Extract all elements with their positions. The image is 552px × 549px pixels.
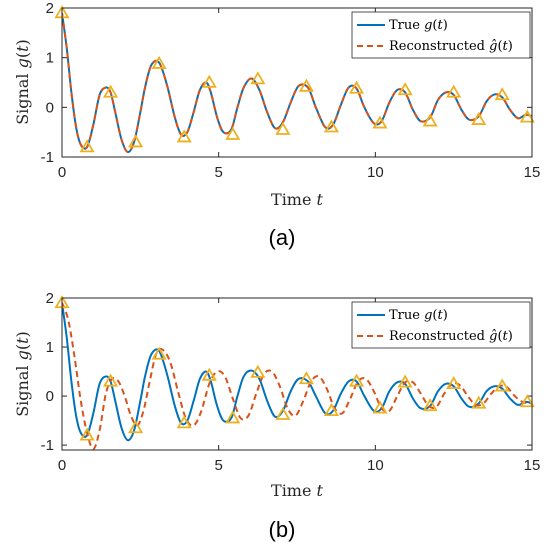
legend-label-true: True g(t) [389, 18, 448, 33]
sample-marker [446, 84, 462, 98]
sample-marker [103, 84, 119, 98]
sample-marker [397, 82, 413, 96]
sample-marker [176, 415, 192, 429]
sample-marker [422, 398, 438, 412]
sample-marker [225, 410, 241, 424]
legend-label-true: True g(t) [389, 308, 448, 323]
sample-marker [151, 346, 167, 360]
legend-label-reconstructed: Reconstructed ĝ(t) [389, 329, 513, 344]
y-tick-label: 2 [46, 0, 54, 17]
sample-marker [348, 373, 365, 387]
x-tick-label: 0 [58, 164, 66, 181]
sample-marker [225, 126, 241, 140]
sample-marker [494, 378, 510, 392]
sample-marker [298, 371, 314, 385]
x-axis-label: Time t [271, 481, 324, 500]
sample-marker [103, 373, 119, 387]
sample-marker [471, 395, 487, 409]
x-tick-label: 15 [524, 164, 541, 181]
sample-marker [128, 134, 144, 148]
y-axis-label: Signal g(t) [13, 39, 32, 125]
sample-marker [446, 376, 462, 390]
sample-marker [79, 139, 95, 153]
y-tick-label: 2 [46, 290, 54, 307]
sample-marker [397, 374, 413, 388]
panel-caption: (b) [269, 517, 296, 542]
legend-box [351, 301, 531, 349]
sample-marker [372, 400, 388, 414]
sample-marker [323, 402, 340, 416]
legend: True g(t) Reconstructed ĝ(t) [351, 11, 531, 59]
sample-marker [298, 78, 314, 92]
sample-marker [201, 74, 217, 88]
x-tick-label: 5 [214, 457, 222, 474]
x-tick-label: 5 [214, 164, 222, 181]
legend-label-reconstructed: Reconstructed ĝ(t) [389, 39, 513, 54]
x-tick-label: 10 [367, 457, 384, 474]
x-tick-label: 15 [524, 457, 541, 474]
sample-marker [348, 80, 365, 94]
x-tick-label: 10 [367, 164, 384, 181]
sample-marker [519, 394, 535, 408]
sample-marker [372, 115, 388, 129]
sample-marker [275, 406, 291, 420]
sample-marker [176, 129, 192, 143]
sample-marker [250, 364, 266, 378]
sample-marker [494, 87, 510, 101]
sample-marker [422, 113, 438, 127]
sample-marker [323, 119, 340, 133]
sample-marker [275, 121, 291, 135]
axes-box [61, 297, 533, 451]
sample-marker [128, 420, 144, 434]
series-line-reconstructed [62, 12, 532, 154]
y-tick-label: 0 [46, 99, 54, 116]
y-tick-label: 1 [46, 339, 54, 356]
sample-marker [79, 427, 95, 441]
y-tick-label: -1 [41, 437, 54, 454]
sample-marker [151, 55, 167, 69]
legend-box [351, 11, 531, 59]
x-tick-label: 0 [58, 457, 66, 474]
sample-marker [519, 109, 535, 123]
x-axis-label: Time t [271, 190, 324, 209]
axes-box [61, 7, 533, 158]
series-line-true [62, 302, 532, 442]
sample-marker [201, 367, 217, 381]
sample-marker [471, 111, 487, 125]
legend: True g(t) Reconstructed ĝ(t) [351, 301, 531, 349]
y-tick-label: 1 [46, 50, 54, 67]
sample-marker [250, 71, 266, 85]
y-tick-label: 0 [46, 388, 54, 405]
y-tick-label: -1 [41, 149, 54, 166]
panel-caption: (a) [269, 225, 296, 250]
y-axis-label: Signal g(t) [13, 331, 32, 417]
